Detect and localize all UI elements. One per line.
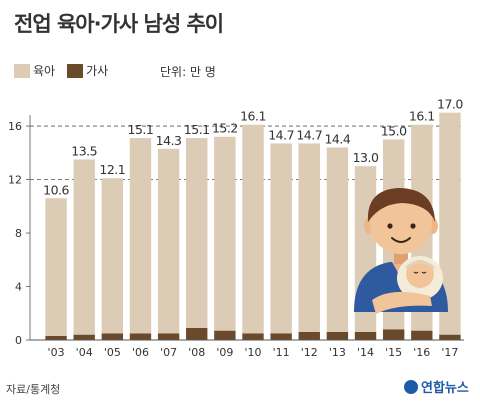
bar-housework-7: [242, 333, 264, 340]
bar-housework-6: [214, 330, 236, 340]
bar-housework-11: [354, 331, 377, 340]
data-label-6: 15.2: [212, 121, 238, 136]
legend: 육아 가사: [14, 62, 116, 79]
data-label-8: 14.7: [268, 127, 294, 142]
bar-housework-0: [45, 335, 67, 340]
bar-childcare-8: [270, 143, 292, 334]
x-tick-label-3: '06: [132, 346, 149, 359]
bar-housework-1: [73, 334, 95, 340]
bar-housework-9: [298, 331, 320, 340]
bar-housework-14: [439, 334, 461, 340]
data-label-10: 14.4: [324, 131, 350, 146]
x-tick-label-2: '05: [104, 346, 121, 359]
unit-label: 단위: 만 명: [160, 65, 216, 79]
x-tick-label-0: '03: [48, 346, 65, 359]
legend-item-childcare: 육아: [14, 62, 55, 79]
watermark: 연합뉴스: [404, 377, 469, 396]
data-label-2: 12.1: [99, 162, 125, 177]
bar-childcare-10: [326, 147, 349, 332]
bar-housework-2: [101, 333, 124, 340]
data-label-13: 16.1: [409, 109, 435, 124]
y-tick-label-0: 0: [15, 334, 22, 347]
y-tick-label-4: 16: [8, 120, 22, 133]
x-tick-label-8: '11: [273, 346, 290, 359]
bar-childcare-3: [129, 138, 152, 334]
data-label-12: 15.0: [381, 123, 407, 138]
bar-childcare-14: [439, 112, 461, 335]
data-label-0: 10.6: [43, 182, 69, 197]
legend-label-childcare: 육아: [33, 64, 56, 78]
x-tick-label-11: '14: [357, 346, 374, 359]
x-tick-label-1: '04: [76, 346, 93, 359]
legend-label-housework: 가사: [86, 64, 109, 78]
x-tick-label-6: '09: [216, 346, 233, 359]
x-tick-label-5: '08: [188, 346, 205, 359]
bar-housework-4: [157, 333, 180, 340]
bar-housework-10: [326, 331, 349, 340]
bar-housework-13: [411, 330, 433, 340]
source-note: 자료/통계청: [6, 383, 61, 396]
yonhap-logo-icon: [404, 379, 418, 394]
data-label-14: 17.0: [437, 97, 463, 112]
bar-housework-8: [270, 333, 292, 340]
watermark-text: 연합뉴스: [421, 381, 469, 396]
father-with-baby-icon: [354, 188, 448, 314]
data-label-11: 13.0: [353, 150, 379, 165]
bar-childcare-7: [242, 124, 264, 334]
x-tick-label-4: '07: [160, 346, 177, 359]
bar-childcare-1: [73, 159, 95, 335]
bar-childcare-5: [186, 138, 208, 328]
x-tick-label-9: '12: [301, 346, 318, 359]
bar-childcare-9: [298, 143, 320, 332]
legend-swatch-housework: [67, 63, 84, 78]
data-label-4: 14.3: [156, 133, 182, 148]
y-tick-label-3: 12: [8, 174, 22, 187]
data-label-1: 13.5: [71, 143, 97, 158]
legend-swatch-childcare: [14, 63, 30, 78]
bar-housework-5: [186, 327, 208, 340]
data-label-3: 15.1: [128, 122, 154, 137]
bar-childcare-0: [45, 198, 67, 336]
chart-title: 전업 육아·가사 남성 추이: [14, 12, 224, 36]
legend-item-housework: 가사: [67, 62, 108, 79]
x-tick-label-7: '10: [244, 346, 261, 359]
y-tick-label-2: 8: [15, 227, 22, 240]
data-label-5: 15.1: [184, 122, 210, 137]
bar-housework-3: [129, 333, 152, 340]
bar-childcare-2: [101, 178, 124, 334]
data-label-9: 14.7: [296, 127, 322, 142]
x-tick-label-12: '15: [385, 346, 402, 359]
data-label-7: 16.1: [240, 109, 266, 124]
x-tick-label-13: '16: [413, 346, 430, 359]
x-tick-label-14: '17: [441, 346, 458, 359]
bar-childcare-4: [157, 148, 180, 334]
bar-housework-12: [382, 329, 405, 340]
x-tick-label-10: '13: [329, 346, 346, 359]
y-tick-label-1: 4: [15, 281, 22, 294]
bar-childcare-6: [214, 136, 236, 331]
